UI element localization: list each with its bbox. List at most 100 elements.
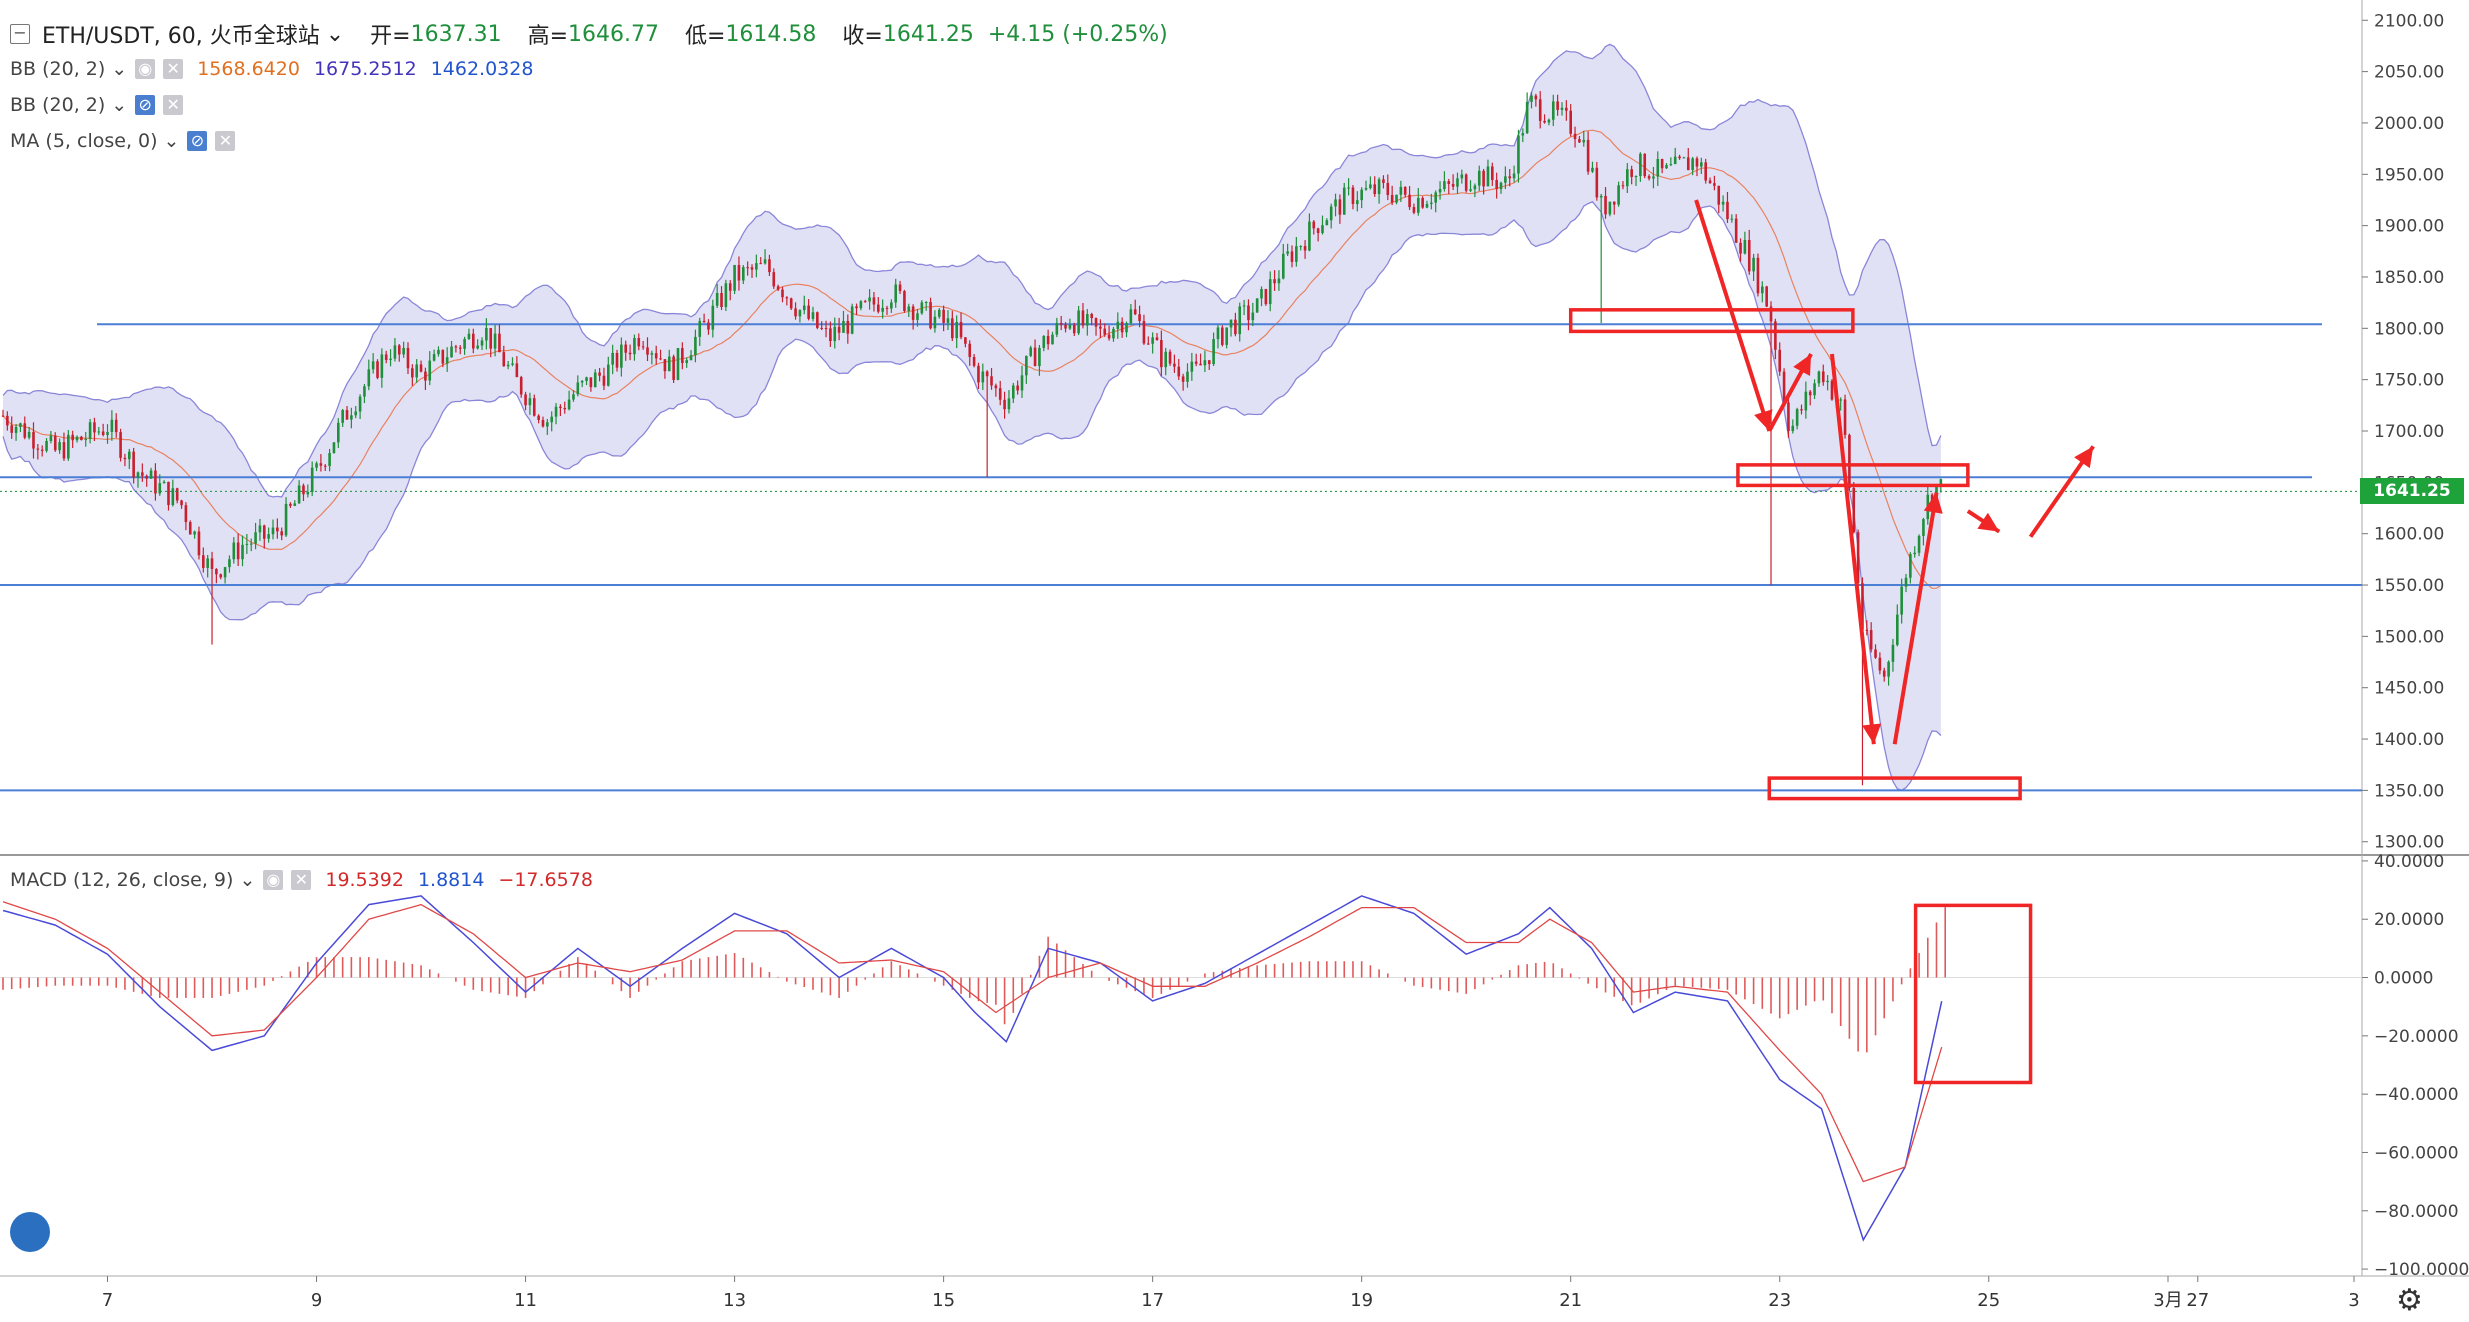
candle xyxy=(620,344,623,368)
candle xyxy=(380,354,384,378)
candle xyxy=(1726,201,1729,220)
candle xyxy=(167,481,170,506)
close-icon[interactable]: ✕ xyxy=(163,59,184,79)
candle xyxy=(1521,133,1525,136)
candle xyxy=(110,419,114,432)
candle xyxy=(1743,239,1747,254)
candle xyxy=(1408,194,1411,208)
ma-name[interactable]: MA (5, close, 0) xyxy=(10,130,158,152)
candle xyxy=(1216,327,1220,340)
candle xyxy=(776,286,780,290)
time-tick-label: 9 xyxy=(311,1290,322,1311)
candle xyxy=(1334,199,1337,207)
candle xyxy=(1068,324,1072,329)
annotation-box xyxy=(1568,308,1855,334)
candle xyxy=(641,346,645,348)
candle xyxy=(1199,363,1202,366)
bb-1-name[interactable]: BB (20, 2) xyxy=(10,58,106,80)
macd-tick-label: −40.0000 xyxy=(2374,1085,2459,1105)
candle xyxy=(1447,181,1451,184)
candle xyxy=(289,503,292,506)
candle xyxy=(88,422,92,439)
time-tick-label: 21 xyxy=(1559,1290,1582,1311)
candle xyxy=(502,352,506,367)
macd-tick-label: −100.0000 xyxy=(2374,1260,2469,1280)
candle xyxy=(942,309,945,323)
close-icon[interactable]: ✕ xyxy=(291,870,312,890)
candle xyxy=(1821,371,1825,383)
symbol-header: − ETH/USDT, 60, 火币全球站 ⌄ 开= 1637.31 高= 1646… xyxy=(10,18,1168,50)
candle xyxy=(1025,355,1028,376)
candle xyxy=(23,423,27,438)
candle xyxy=(1909,554,1912,578)
tradingview-logo-icon[interactable] xyxy=(10,1212,50,1252)
candle xyxy=(1221,327,1224,345)
candle xyxy=(711,305,715,330)
candle xyxy=(519,377,523,395)
candle xyxy=(1425,203,1429,208)
candle xyxy=(1608,201,1612,215)
close-icon[interactable]: ✕ xyxy=(215,131,236,151)
annotation-arrow xyxy=(1892,492,1939,745)
bb-1-lower: 1462.0328 xyxy=(430,58,534,80)
candle xyxy=(741,267,745,281)
candle xyxy=(71,434,74,441)
candle xyxy=(1390,194,1394,203)
candle xyxy=(1399,186,1403,195)
macd-tick-label: 20.0000 xyxy=(2374,910,2444,930)
candle xyxy=(1861,583,1864,630)
candle xyxy=(171,488,175,506)
candle xyxy=(1273,279,1276,284)
candle xyxy=(1565,107,1568,111)
candle xyxy=(1255,298,1259,313)
price-tick-label: 1300.00 xyxy=(2374,833,2444,853)
price-tick-label: 1350.00 xyxy=(2374,781,2444,801)
candle xyxy=(1364,188,1368,190)
macd-legend: MACD (12, 26, close, 9) ⌄ ◉ ✕ 19.5392 1.8… xyxy=(10,869,593,891)
candle xyxy=(293,503,297,506)
candle xyxy=(350,415,353,420)
candle xyxy=(476,345,479,349)
candle xyxy=(968,343,972,357)
candle xyxy=(202,555,205,568)
eye-off-icon[interactable]: ⊘ xyxy=(187,131,208,151)
candle xyxy=(132,451,135,478)
candle xyxy=(1416,197,1420,213)
candle xyxy=(80,436,83,441)
eye-icon[interactable]: ◉ xyxy=(135,59,156,79)
candle xyxy=(1,415,5,417)
candle xyxy=(19,423,22,427)
candle xyxy=(1173,363,1176,367)
close-icon[interactable]: ✕ xyxy=(163,95,184,115)
candle xyxy=(1630,169,1633,177)
eye-icon[interactable]: ◉ xyxy=(263,870,284,890)
candle xyxy=(67,434,70,459)
time-tick-label: 25 xyxy=(1977,1290,2000,1311)
candle xyxy=(1700,162,1703,167)
candle xyxy=(1099,326,1102,329)
candle xyxy=(45,440,48,451)
candle xyxy=(1059,322,1063,325)
high-label: 高= xyxy=(527,24,569,49)
candle xyxy=(985,371,989,377)
symbol-title[interactable]: ETH/USDT, 60, 火币全球站 xyxy=(42,24,320,49)
candle xyxy=(1765,286,1768,307)
eye-off-icon[interactable]: ⊘ xyxy=(135,95,156,115)
candle xyxy=(1308,221,1311,251)
settings-gear-icon[interactable]: ⚙ xyxy=(2396,1283,2423,1318)
candle xyxy=(1151,337,1154,344)
candle xyxy=(633,338,636,355)
candle xyxy=(964,337,967,344)
candle xyxy=(1747,239,1751,272)
candle xyxy=(210,558,214,569)
bb-2-name[interactable]: BB (20, 2) xyxy=(10,94,106,116)
candle xyxy=(458,347,462,349)
candle xyxy=(929,302,932,329)
candle xyxy=(1120,321,1124,333)
macd-name[interactable]: MACD (12, 26, close, 9) xyxy=(10,869,234,891)
candle xyxy=(1351,187,1355,205)
candle xyxy=(890,302,893,309)
candle xyxy=(376,361,379,378)
candle xyxy=(215,568,218,575)
